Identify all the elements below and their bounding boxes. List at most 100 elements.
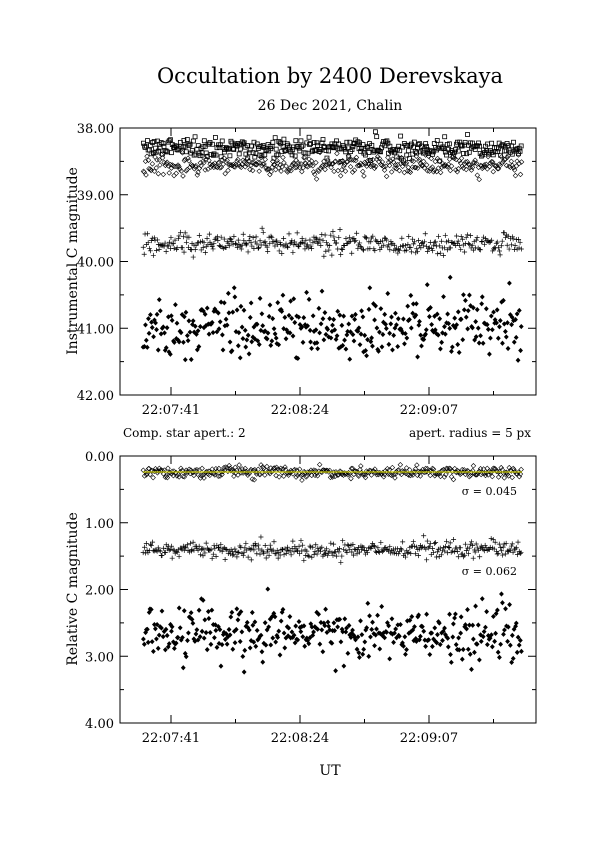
data-point [373,632,379,638]
data-point [479,596,485,602]
data-point [265,330,271,336]
data-point [289,629,295,635]
data-point [225,550,231,556]
data-point [223,546,229,552]
data-point [214,329,220,335]
data-point [225,290,231,296]
data-point [304,548,310,554]
data-point [424,168,431,174]
data-point [283,550,289,556]
data-point [337,312,343,318]
data-point [159,608,165,614]
data-point [393,165,400,172]
data-point [213,164,219,170]
data-point [395,343,401,350]
data-point [486,239,492,245]
data-point [421,628,427,634]
data-point [509,162,516,169]
data-point [418,332,424,338]
data-point [347,234,353,240]
data-point [498,641,504,647]
data-point [291,296,297,302]
data-point [410,301,416,307]
data-point [406,233,412,239]
data-point [314,473,321,479]
data-point [392,165,398,171]
data-point [355,545,361,551]
data-point [485,153,491,160]
data-point [143,337,149,343]
data-point [487,544,493,550]
data-point [295,243,301,249]
data-point [261,240,267,246]
data-point [209,243,215,249]
data-point [228,467,234,474]
data-point [482,236,488,242]
data-point [166,170,172,176]
data-point [155,170,162,177]
data-point [429,321,435,328]
data-point [502,156,509,162]
data-point [219,138,225,144]
data-point [436,243,442,249]
data-point [318,549,324,555]
data-point [214,234,220,240]
data-point [205,608,211,615]
data-point [162,647,168,653]
data-point [431,540,437,546]
data-point [348,465,355,472]
data-point [362,474,369,481]
data-point [369,142,375,148]
data-point [163,249,169,255]
data-point [348,329,353,335]
data-point [389,464,396,471]
data-point [221,464,227,471]
data-point [325,619,331,625]
data-point [403,465,410,471]
data-point [181,249,187,255]
data-point [427,313,432,320]
data-point [181,314,187,320]
data-point [334,150,340,157]
data-point [455,554,461,560]
data-point [453,611,458,617]
data-point [349,147,355,152]
data-point [388,472,395,479]
data-point [231,473,237,479]
data-point [397,244,403,250]
data-point [178,168,185,174]
data-point [219,332,225,338]
data-point [367,163,374,170]
data-point [516,245,522,251]
data-point [507,280,512,286]
data-point [308,141,313,147]
data-point [487,635,493,641]
data-point [417,473,424,479]
data-point [416,237,422,243]
data-point [480,340,486,346]
data-point [297,551,303,557]
data-point [240,553,246,559]
data-point [155,347,161,353]
data-point [410,236,416,242]
data-point [355,245,361,251]
data-point [331,168,337,175]
data-point [460,337,466,343]
data-point [200,245,206,251]
data-point [375,545,381,551]
data-point [171,245,177,251]
data-point [431,242,437,248]
data-point [249,339,255,345]
data-point [414,472,421,479]
data-point [360,544,366,550]
data-point [232,240,238,246]
data-point [261,465,267,472]
data-point [165,465,171,471]
data-point [469,666,474,672]
data-point [387,247,393,253]
data-point [216,159,222,166]
data-point [291,549,297,555]
data-point [506,464,512,471]
data-point [494,307,500,313]
data-point [509,541,515,547]
